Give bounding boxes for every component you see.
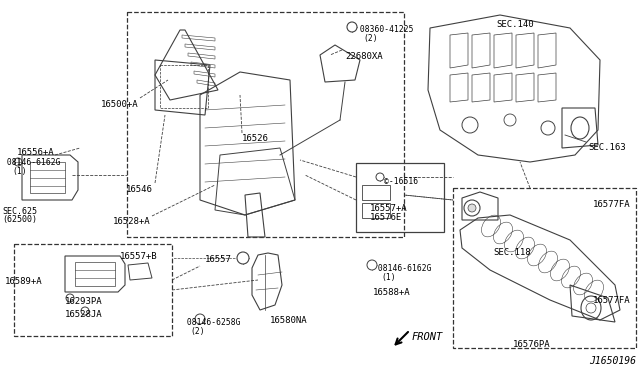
Bar [160, 65, 208, 108]
Text: (62500): (62500) [2, 215, 37, 224]
Text: 16576E: 16576E [370, 213, 403, 222]
Text: 16577FA: 16577FA [593, 200, 630, 209]
Text: 16528JA: 16528JA [65, 310, 102, 319]
Text: 16500+A: 16500+A [100, 100, 138, 109]
Bar [453, 188, 636, 348]
Circle shape [66, 294, 74, 302]
Text: 08146-6162G: 08146-6162G [373, 264, 431, 273]
Bar [127, 12, 404, 237]
Text: 08146-6258G: 08146-6258G [182, 318, 241, 327]
Circle shape [195, 314, 205, 324]
Text: 16293PA: 16293PA [65, 297, 102, 306]
Text: 22680XA: 22680XA [345, 52, 383, 61]
Text: SEC.118: SEC.118 [493, 248, 531, 257]
Text: 16557: 16557 [205, 255, 232, 264]
Text: 08146-6162G: 08146-6162G [2, 158, 61, 167]
Text: (1): (1) [381, 273, 396, 282]
Text: 16588+A: 16588+A [373, 288, 411, 297]
Text: SEC.625: SEC.625 [2, 207, 37, 216]
Text: 16580NA: 16580NA [270, 316, 308, 325]
Bar [356, 163, 444, 232]
Text: (1): (1) [12, 167, 27, 176]
Text: ©-16516: ©-16516 [384, 177, 418, 186]
Text: SEC.163: SEC.163 [588, 143, 626, 152]
Text: 16557+B: 16557+B [120, 252, 157, 261]
Circle shape [237, 252, 249, 264]
Circle shape [81, 307, 89, 315]
Text: 16589+A: 16589+A [5, 277, 43, 286]
Bar [14, 244, 172, 336]
Text: 16556+A: 16556+A [17, 148, 54, 157]
Text: 16577FA: 16577FA [593, 296, 630, 305]
Text: FRONT: FRONT [412, 332, 444, 342]
Text: 16526: 16526 [242, 134, 269, 143]
Text: 16576PA: 16576PA [513, 340, 551, 349]
Text: (2): (2) [190, 327, 205, 336]
Circle shape [468, 204, 476, 212]
Text: 16528+A: 16528+A [113, 217, 150, 226]
Text: J1650196: J1650196 [589, 356, 636, 366]
Text: 08360-41225: 08360-41225 [355, 25, 413, 34]
Text: 16546: 16546 [126, 185, 153, 194]
Text: (2): (2) [363, 34, 378, 43]
Circle shape [376, 173, 384, 181]
Text: SEC.140: SEC.140 [496, 20, 534, 29]
Text: 16557+A: 16557+A [370, 204, 408, 213]
Circle shape [367, 260, 377, 270]
Circle shape [347, 22, 357, 32]
